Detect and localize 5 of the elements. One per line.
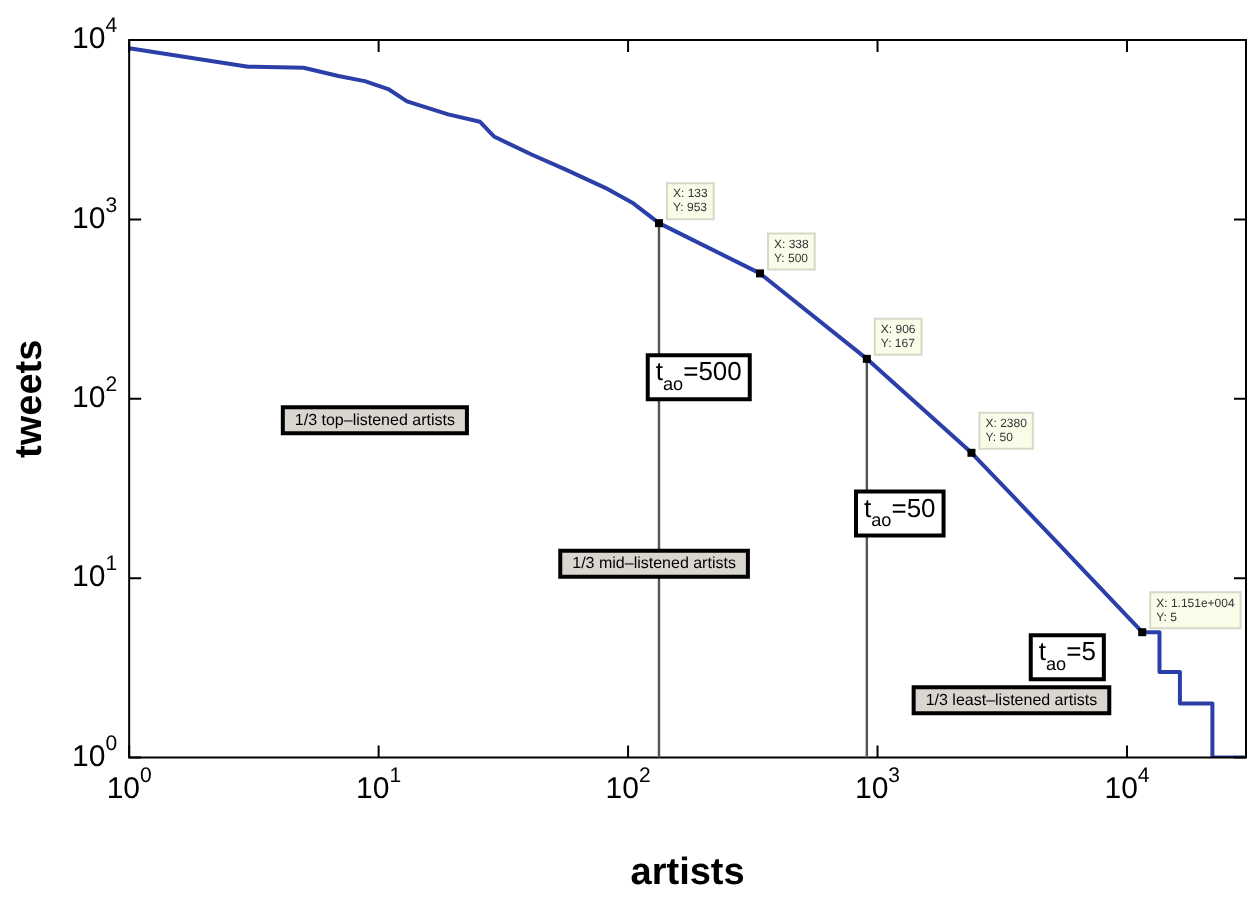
x-axis-title: artists [630,851,745,894]
annotation: 1/3 top–listened artists [294,410,455,429]
annotation: 1/3 least–listened artists [925,690,1098,709]
y-axis-title: tweets [9,339,52,458]
annotation: 1/3 mid–listened artists [572,554,736,573]
